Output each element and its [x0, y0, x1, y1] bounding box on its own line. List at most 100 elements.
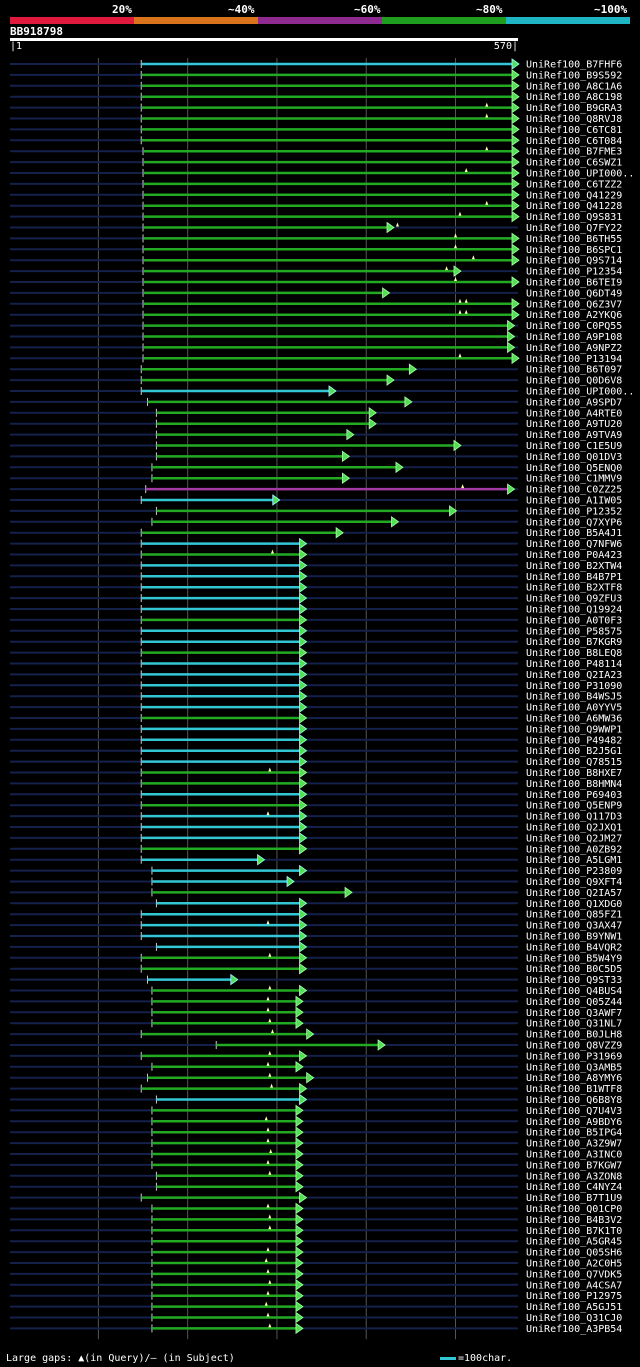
hit-label[interactable]: UniRef100_B7KGW7 [526, 1160, 622, 1171]
hit-row[interactable]: UniRef100_UPI000.. [10, 385, 634, 398]
hit-row[interactable]: UniRef100_B7T1U9 [10, 1191, 622, 1205]
hit-label[interactable]: UniRef100_Q01DV3 [526, 452, 622, 463]
hit-row[interactable]: UniRef100_A9NPZ2 [10, 341, 622, 354]
hit-row[interactable]: UniRef100_A5GJ51 [10, 1300, 622, 1314]
hit-label[interactable]: UniRef100_B6TH55 [526, 234, 622, 245]
hit-row[interactable]: UniRef100_C0PQ55 [10, 319, 622, 333]
hit-row[interactable]: UniRef100_Q8VZZ9 [10, 1039, 622, 1052]
hit-label[interactable]: UniRef100_P12354 [526, 267, 622, 278]
hit-row[interactable]: UniRef100_A9TVA9 [10, 428, 622, 442]
hit-row[interactable]: UniRef100_B7KGW7 [10, 1159, 622, 1172]
hit-label[interactable]: UniRef100_Q85FZ1 [526, 910, 622, 921]
hit-label[interactable]: UniRef100_A5GJ51 [526, 1302, 622, 1313]
hit-row[interactable]: UniRef100_Q8RVJ8 [10, 112, 622, 126]
hit-row[interactable]: UniRef100_A3INC0 [10, 1148, 622, 1161]
hit-label[interactable]: UniRef100_Q3AX47 [526, 921, 622, 932]
hit-label[interactable]: UniRef100_B2XTF8 [526, 583, 622, 594]
hit-label[interactable]: UniRef100_A0YYV5 [526, 703, 622, 714]
hit-label[interactable]: UniRef100_B4B3V2 [526, 1215, 622, 1226]
hit-label[interactable]: UniRef100_Q117D3 [526, 812, 622, 823]
hit-row[interactable]: UniRef100_B6TH55 [10, 232, 622, 245]
hit-row[interactable]: UniRef100_P69403 [10, 788, 622, 801]
hit-row[interactable]: UniRef100_Q05SH6 [10, 1246, 622, 1259]
hit-label[interactable]: UniRef100_Q7U4V3 [526, 1106, 622, 1117]
hit-label[interactable]: UniRef100_A3INC0 [526, 1150, 622, 1161]
hit-label[interactable]: UniRef100_C6TZZ2 [526, 179, 622, 190]
hit-label[interactable]: UniRef100_A2YKQ6 [526, 310, 622, 321]
hit-label[interactable]: UniRef100_B7T1U9 [526, 1193, 622, 1204]
hit-row[interactable]: UniRef100_C4NYZ4 [10, 1180, 622, 1194]
hit-label[interactable]: UniRef100_A5LGM1 [526, 855, 622, 866]
hit-row[interactable]: UniRef100_Q5ENP9 [10, 799, 622, 812]
hit-row[interactable]: UniRef100_Q01CP0 [10, 1202, 622, 1216]
hit-label[interactable]: UniRef100_P12352 [526, 506, 622, 517]
hit-label[interactable]: UniRef100_UPI000.. [526, 169, 634, 180]
hit-label[interactable]: UniRef100_B7FHF6 [526, 60, 622, 71]
hit-label[interactable]: UniRef100_Q7FY22 [526, 223, 622, 234]
hit-label[interactable]: UniRef100_P31969 [526, 1051, 622, 1062]
hit-row[interactable]: UniRef100_A4RTE0 [10, 407, 622, 420]
hit-label[interactable]: UniRef100_Q2JXQ1 [526, 823, 622, 834]
hit-row[interactable]: UniRef100_P49482 [10, 734, 622, 747]
hit-row[interactable]: UniRef100_B0JLH8 [10, 1028, 622, 1041]
hit-label[interactable]: UniRef100_C6SWZ1 [526, 158, 622, 169]
hit-row[interactable]: UniRef100_A5GR45 [10, 1235, 622, 1248]
hit-label[interactable]: UniRef100_Q05SH6 [526, 1248, 622, 1259]
hit-row[interactable]: UniRef100_Q3AWF7 [10, 1006, 622, 1019]
hit-row[interactable]: UniRef100_Q2IA57 [10, 886, 622, 899]
hit-row[interactable]: UniRef100_Q117D3 [10, 810, 622, 823]
hit-row[interactable]: UniRef100_A8C198 [10, 90, 622, 104]
hit-label[interactable]: UniRef100_P48114 [526, 659, 622, 670]
hit-label[interactable]: UniRef100_Q5ENP9 [526, 801, 622, 812]
hit-label[interactable]: UniRef100_B7K1T0 [526, 1226, 622, 1237]
hit-label[interactable]: UniRef100_B7KGR9 [526, 637, 622, 648]
hit-row[interactable]: UniRef100_A8YMY6 [10, 1071, 622, 1085]
hit-label[interactable]: UniRef100_B6SPC1 [526, 245, 622, 256]
hit-label[interactable]: UniRef100_Q2IA23 [526, 670, 622, 681]
hit-row[interactable]: UniRef100_B6T097 [10, 363, 622, 376]
hit-row[interactable]: UniRef100_Q7NFW6 [10, 537, 622, 551]
hit-row[interactable]: UniRef100_Q9XFT4 [10, 875, 622, 889]
hit-row[interactable]: UniRef100_A3PB54 [10, 1322, 622, 1335]
hit-row[interactable]: UniRef100_P0A423 [10, 548, 622, 562]
hit-row[interactable]: UniRef100_B6TEI9 [10, 276, 622, 289]
hit-label[interactable]: UniRef100_C1E5U9 [526, 441, 622, 452]
hit-row[interactable]: UniRef100_A5LGM1 [10, 853, 622, 867]
hit-row[interactable]: UniRef100_Q7VDK5 [10, 1268, 622, 1281]
hit-label[interactable]: UniRef100_A1IW05 [526, 496, 622, 507]
hit-label[interactable]: UniRef100_B8HMN4 [526, 779, 622, 790]
hit-row[interactable]: UniRef100_C0ZZ25 [10, 483, 622, 496]
hit-row[interactable]: UniRef100_P23809 [10, 864, 622, 878]
hit-label[interactable]: UniRef100_B7FME3 [526, 147, 622, 158]
hit-label[interactable]: UniRef100_A0T0F3 [526, 615, 622, 626]
hit-row[interactable]: UniRef100_B6SPC1 [10, 243, 622, 256]
hit-label[interactable]: UniRef100_A3PB54 [526, 1324, 622, 1335]
hit-row[interactable]: UniRef100_Q9WWP1 [10, 723, 622, 736]
hit-label[interactable]: UniRef100_Q41229 [526, 190, 622, 201]
hit-label[interactable]: UniRef100_A8C198 [526, 92, 622, 103]
hit-label[interactable]: UniRef100_C4NYZ4 [526, 1182, 622, 1193]
hit-label[interactable]: UniRef100_A0ZB92 [526, 844, 622, 855]
hit-label[interactable]: UniRef100_Q8VZZ9 [526, 1041, 622, 1052]
hit-row[interactable]: UniRef100_A2C0H5 [10, 1257, 622, 1270]
hit-label[interactable]: UniRef100_A9BDY6 [526, 1117, 622, 1128]
hit-row[interactable]: UniRef100_B5W4Y9 [10, 952, 622, 965]
hit-row[interactable]: UniRef100_A0T0F3 [10, 614, 622, 627]
hit-label[interactable]: UniRef100_Q41228 [526, 201, 622, 212]
hit-label[interactable]: UniRef100_UPI000.. [526, 387, 634, 398]
hit-row[interactable]: UniRef100_P12975 [10, 1289, 622, 1303]
hit-label[interactable]: UniRef100_P58575 [526, 626, 622, 637]
hit-row[interactable]: UniRef100_B0C5D5 [10, 962, 622, 976]
hit-label[interactable]: UniRef100_A4CSA7 [526, 1280, 622, 1291]
hit-label[interactable]: UniRef100_A9SPD7 [526, 397, 622, 408]
hit-row[interactable]: UniRef100_Q6Z3V7 [10, 298, 622, 311]
hit-label[interactable]: UniRef100_Q6B8Y8 [526, 1095, 622, 1106]
hit-row[interactable]: UniRef100_C1MMV9 [10, 472, 622, 485]
hit-row[interactable]: UniRef100_B9YNW1 [10, 930, 622, 943]
hit-row[interactable]: UniRef100_C6TZZ2 [10, 178, 622, 191]
hit-row[interactable]: UniRef100_Q4BUS4 [10, 984, 622, 998]
hit-row[interactable]: UniRef100_Q05Z44 [10, 995, 622, 1008]
hit-row[interactable]: UniRef100_Q7XYP6 [10, 516, 622, 529]
hit-label[interactable]: UniRef100_Q6DT49 [526, 288, 622, 299]
hit-row[interactable]: UniRef100_B7KGR9 [10, 635, 622, 649]
